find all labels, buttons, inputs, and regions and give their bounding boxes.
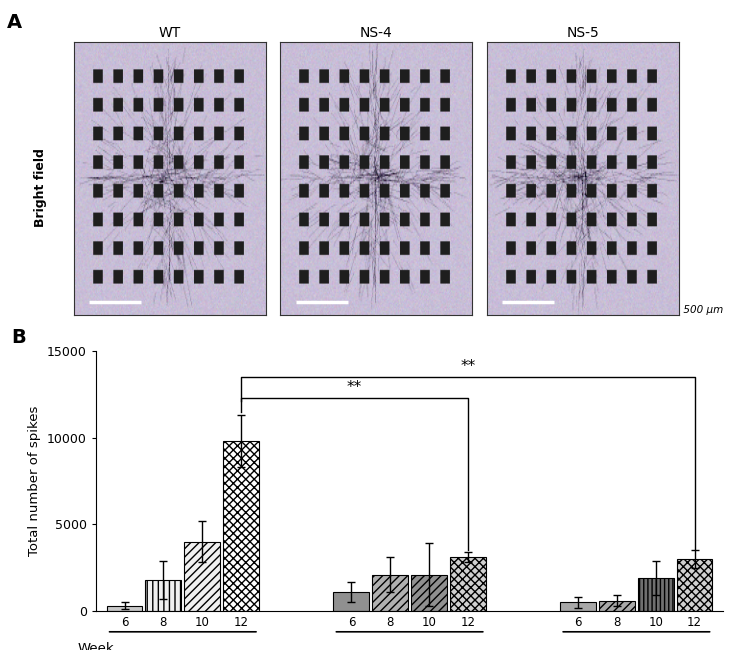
Bar (334, 592, 369, 611)
Text: Week: Week (78, 642, 114, 650)
Y-axis label: Total number of spikes: Total number of spikes (29, 406, 41, 556)
Bar (107, 606, 142, 611)
Bar (223, 441, 259, 611)
Text: **: ** (461, 359, 475, 374)
Title: WT: WT (159, 26, 181, 40)
Bar (560, 603, 596, 611)
Bar (450, 557, 486, 611)
Text: **: ** (347, 380, 362, 395)
Title: NS-5: NS-5 (567, 26, 599, 40)
Bar (145, 580, 182, 611)
Text: A: A (7, 13, 22, 32)
Text: Bright field: Bright field (34, 149, 47, 227)
Text: B: B (11, 328, 26, 347)
Bar (372, 575, 408, 611)
Bar (411, 575, 447, 611)
Title: NS-4: NS-4 (360, 26, 393, 40)
Bar (638, 578, 674, 611)
Bar (599, 601, 635, 611)
Text: Scale bars, 500 μm: Scale bars, 500 μm (623, 306, 723, 315)
Bar (677, 559, 712, 611)
Bar (184, 541, 220, 611)
